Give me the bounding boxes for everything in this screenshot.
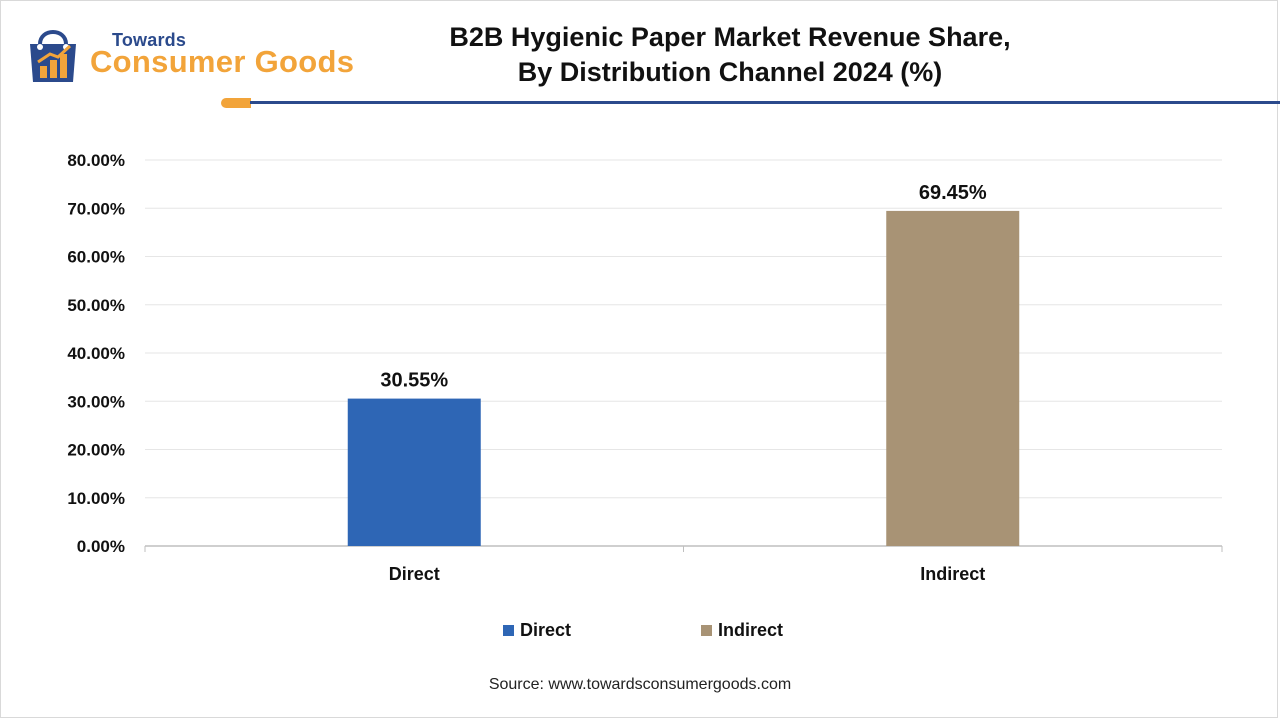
y-tick-label: 40.00%: [67, 344, 125, 363]
header-rule: [250, 101, 1280, 104]
y-tick-label: 80.00%: [67, 151, 125, 170]
shopping-bag-chart-icon: [30, 30, 76, 82]
logo-main-text: Consumer Goods: [90, 44, 355, 79]
legend-swatch-indirect: [701, 625, 712, 636]
bar-direct: [347, 398, 481, 546]
chart-title-line-2: By Distribution Channel 2024 (%): [517, 57, 943, 87]
chart-title: B2B Hygienic Paper Market Revenue Share,…: [420, 20, 1040, 90]
y-tick-label: 10.00%: [67, 489, 125, 508]
bar-chart: 0.00% 10.00% 20.00% 30.00% 40.00% 50.00% 60.00…: [67, 151, 1223, 584]
x-tick-label: Direct: [389, 564, 440, 584]
legend-label-indirect: Indirect: [718, 620, 784, 640]
y-tick-label: 70.00%: [67, 199, 125, 218]
y-tick-label: 20.00%: [67, 441, 125, 460]
header-accent-pill: [221, 98, 251, 108]
data-label: 30.55%: [380, 370, 448, 392]
y-tick-label: 50.00%: [67, 296, 125, 315]
data-label: 69.45%: [919, 182, 987, 204]
source-note: Source: www.towardsconsumergoods.com: [488, 676, 792, 693]
y-tick-label: 30.00%: [67, 392, 125, 411]
chart-title-line-1: B2B Hygienic Paper Market Revenue Share,: [449, 22, 1011, 52]
legend-label-direct: Direct: [520, 620, 572, 640]
logo: Towards Consumer Goods: [18, 18, 378, 90]
y-tick-label: 60.00%: [67, 248, 125, 267]
legend-item-indirect: Indirect: [701, 620, 783, 641]
logo-top-text: Towards: [112, 30, 187, 50]
legend: Direct Indirect: [0, 620, 1280, 644]
y-tick-label: 0.00%: [77, 537, 125, 556]
bar-indirect: [886, 210, 1020, 546]
legend-item-direct: Direct: [503, 620, 571, 641]
x-tick-label: Indirect: [920, 564, 985, 584]
legend-swatch-direct: [503, 625, 514, 636]
